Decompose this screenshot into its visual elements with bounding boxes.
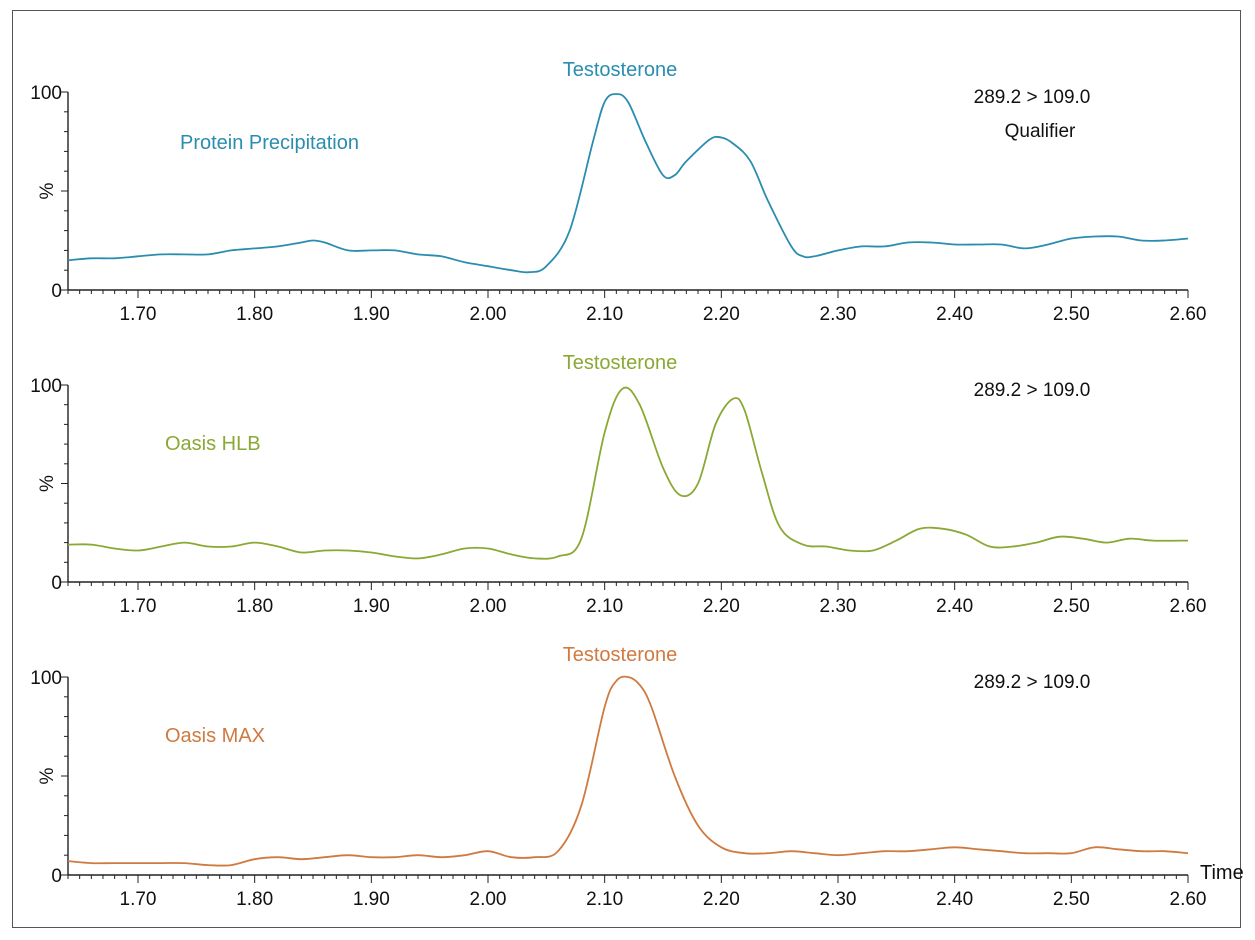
x-tick-label: 2.60 [1170,596,1207,617]
x-tick-label: 1.70 [120,596,157,617]
transition-label: 289.2 > 109.0 [974,87,1091,108]
y-tick-label: 0 [51,573,62,594]
y-axis-label: % [37,475,58,492]
peak-label: Testosterone [563,352,678,374]
x-tick-label: 1.80 [236,596,273,617]
method-label: Oasis HLB [165,433,261,455]
x-tick-label: 2.00 [470,304,507,325]
x-tick-label: 2.60 [1170,304,1207,325]
x-tick-label: 2.10 [586,889,623,910]
peak-label: Testosterone [563,59,678,81]
series-line-2 [67,386,1189,560]
y-tick-label: 100 [30,83,62,104]
transition-label: 289.2 > 109.0 [974,672,1091,693]
x-tick-label: 1.80 [236,889,273,910]
x-tick-label: 1.90 [353,596,390,617]
x-tick-label: 2.30 [820,889,857,910]
series-line-3 [67,675,1189,867]
y-tick-label: 0 [51,866,62,887]
figure-frame [12,10,1241,928]
x-tick-label: 2.50 [1053,596,1090,617]
x-tick-label: 2.10 [586,304,623,325]
x-tick-label: 1.80 [236,304,273,325]
x-tick-label: 2.00 [470,889,507,910]
peak-label: Testosterone [563,644,678,666]
x-tick-label: 2.50 [1053,889,1090,910]
y-tick-label: 100 [30,376,62,397]
y-axis-label: % [37,767,58,784]
x-tick-label: 1.70 [120,304,157,325]
x-tick-label: 1.70 [120,889,157,910]
x-tick-label: 2.00 [470,596,507,617]
x-tick-label: 2.20 [703,889,740,910]
method-label: Oasis MAX [165,725,265,747]
x-tick-label: 2.10 [586,596,623,617]
x-tick-label: 2.40 [936,596,973,617]
x-tick-label: 2.40 [936,889,973,910]
x-tick-label: 2.20 [703,596,740,617]
transition-sublabel: Qualifier [1005,121,1076,142]
x-tick-label: 1.90 [353,304,390,325]
x-tick-label: 2.30 [820,596,857,617]
x-tick-label: 2.50 [1053,304,1090,325]
y-tick-label: 100 [30,668,62,689]
x-axis-title: Time [1200,862,1244,884]
series-line-1 [67,93,1189,274]
y-axis-label: % [37,182,58,199]
y-tick-label: 0 [51,281,62,302]
method-label: Protein Precipitation [180,132,359,154]
x-tick-label: 2.30 [820,304,857,325]
x-tick-label: 2.20 [703,304,740,325]
x-tick-label: 2.40 [936,304,973,325]
x-tick-label: 1.90 [353,889,390,910]
x-tick-label: 2.60 [1170,889,1207,910]
transition-label: 289.2 > 109.0 [974,380,1091,401]
